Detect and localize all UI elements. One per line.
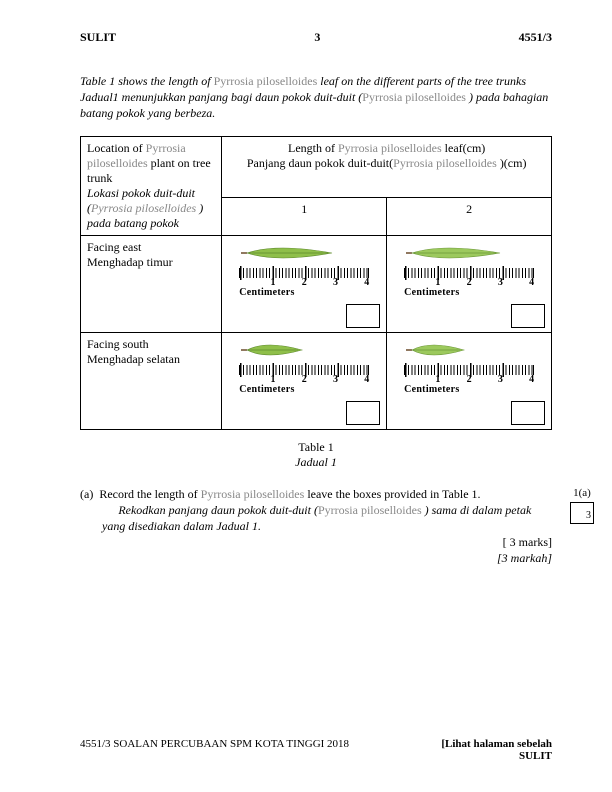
ruler: 01234 Centimeters [239,365,369,395]
intro-en-a: Table 1 shows the length of [80,74,214,88]
leaf-icon [404,337,534,363]
table-caption: Table 1 Jadual 1 [80,440,552,470]
row1-label: Facing east Menghadap timur [81,235,222,332]
cell-south-2: 01234 Centimeters [387,332,552,429]
table-row: Facing east Menghadap timur 01234 Centim… [81,235,552,332]
ruler-label: Centimeters [404,287,534,298]
q-en-b: leave the boxes provided in Table 1. [304,487,480,501]
leaf-icon [239,337,369,363]
q-label: (a) [80,487,93,501]
marks-block: [ 3 marks] [3 markah] [80,534,552,566]
row2-en: Facing south [87,337,149,351]
row2-ms: Menghadap selatan [87,352,180,366]
footer-right: [Lihat halaman sebelah SULIT [441,738,552,762]
data-table: Location of Pyrrosia piloselloides plant… [80,136,552,430]
leaf-icon [404,240,534,266]
answer-box[interactable] [511,304,545,328]
len-hdr-b: leaf(cm) [442,141,486,155]
marks-ms: [3 markah] [497,551,552,565]
answer-box[interactable] [511,401,545,425]
row1-en: Facing east [87,240,141,254]
row1-ms: Menghadap timur [87,255,173,269]
species-1: Pyrrosia piloselloides [214,74,318,88]
col-1-header: 1 [222,197,387,235]
ruler-label: Centimeters [239,384,369,395]
species-5: Pyrrosia piloselloides [338,141,442,155]
footer-right-2: SULIT [519,750,552,762]
leaf-icon [239,240,369,266]
footer-right-1: [Lihat halaman sebelah [441,738,552,750]
len-hdr-it-a: Panjang daun pokok duit-duit( [247,156,393,170]
q-ms-a: Rekodkan panjang daun pokok duit-duit ( [118,503,318,517]
ruler: 01234 Centimeters [404,365,534,395]
len-hdr-a: Length of [288,141,338,155]
intro-en-b: leaf on the different parts of the tree … [317,74,526,88]
header-left: SULIT [80,30,116,45]
cell-south-1: 01234 Centimeters [222,332,387,429]
answer-box[interactable] [346,304,380,328]
species-6: Pyrrosia piloselloides [393,156,497,170]
score-box: 3 [570,502,594,524]
caption-en: Table 1 [298,440,333,454]
intro-text: Table 1 shows the length of Pyrrosia pil… [80,73,552,122]
intro-ms-a: Jadual1 menunjukkan panjang bagi daun po… [80,90,362,104]
header-center: 3 [314,30,320,45]
species-4: Pyrrosia piloselloides [91,201,196,215]
header-right: 4551/3 [519,30,552,45]
ruler: 01234 Centimeters [239,268,369,298]
cell-east-1: 01234 Centimeters [222,235,387,332]
page-footer: 4551/3 SOALAN PERCUBAAN SPM KOTA TINGGI … [80,738,552,762]
cell-east-2: 01234 Centimeters [387,235,552,332]
species-7: Pyrrosia piloselloides [201,487,305,501]
row2-label: Facing south Menghadap selatan [81,332,222,429]
q-en-a: Record the length of [99,487,200,501]
table-row: Facing south Menghadap selatan 01234 Cen… [81,332,552,429]
footer-left: 4551/3 SOALAN PERCUBAAN SPM KOTA TINGGI … [80,738,349,750]
page-header: SULIT 3 4551/3 [80,30,552,45]
col-2-header: 2 [387,197,552,235]
side-label: 1(a) [570,486,594,501]
caption-ms: Jadual 1 [295,455,337,469]
loc-header-cell: Location of Pyrrosia piloselloides plant… [81,136,222,235]
marks-en: [ 3 marks] [503,535,552,549]
len-header-cell: Length of Pyrrosia piloselloides leaf(cm… [222,136,552,197]
ruler-label: Centimeters [404,384,534,395]
len-hdr-it-b: )(cm) [497,156,527,170]
loc-hdr-a: Location of [87,141,146,155]
score-value: 3 [586,509,591,523]
side-score: 1(a) 3 [570,486,594,525]
species-2: Pyrrosia piloselloides [362,90,466,104]
species-8: Pyrrosia piloselloides [318,503,422,517]
answer-box[interactable] [346,401,380,425]
question-a: (a) Record the length of Pyrrosia pilose… [80,486,552,567]
ruler-label: Centimeters [239,287,369,298]
ruler: 01234 Centimeters [404,268,534,298]
